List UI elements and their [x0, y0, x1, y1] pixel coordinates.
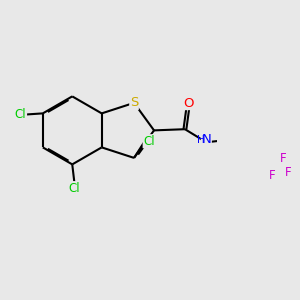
Text: F: F [280, 152, 286, 165]
Text: H: H [196, 135, 204, 145]
Text: Cl: Cl [15, 108, 26, 121]
Text: F: F [269, 169, 276, 182]
Text: Cl: Cl [143, 135, 155, 148]
Text: F: F [284, 167, 291, 179]
Text: O: O [183, 97, 194, 110]
Text: Cl: Cl [69, 182, 80, 195]
Text: N: N [202, 134, 211, 146]
Text: S: S [130, 96, 138, 110]
